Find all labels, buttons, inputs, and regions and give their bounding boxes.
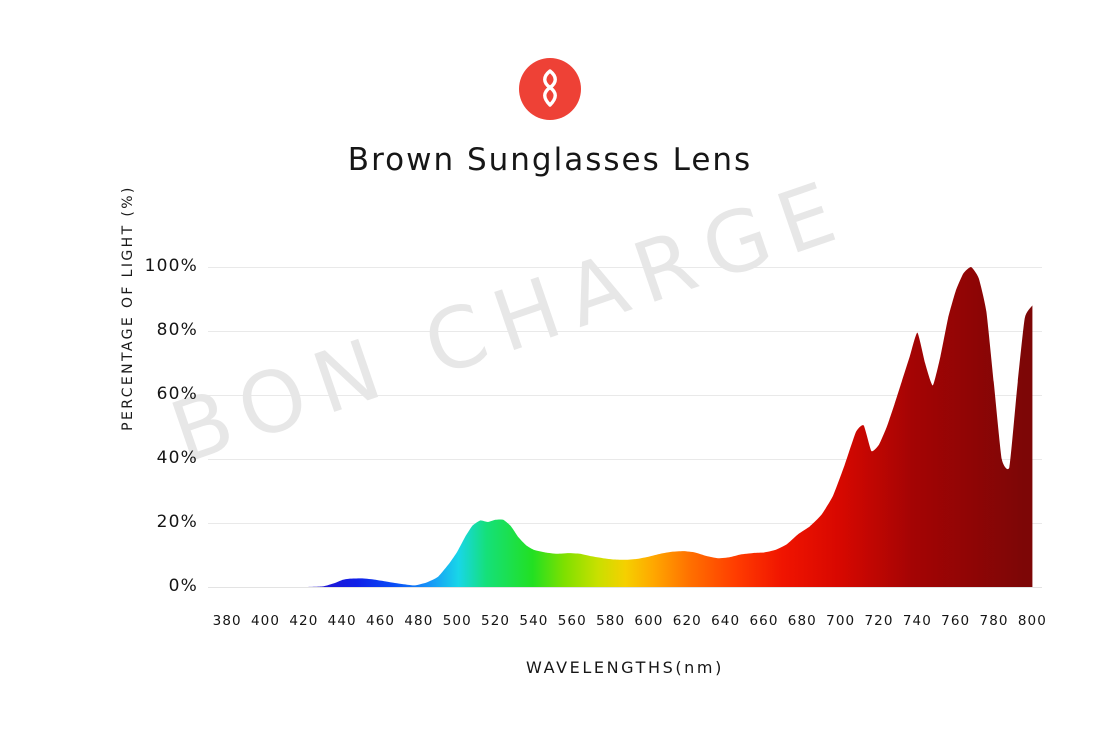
- x-tick-label: 440: [327, 613, 357, 629]
- y-tick-label: 0%: [168, 576, 198, 596]
- x-tick-label: 620: [672, 613, 702, 629]
- x-tick-label: 520: [481, 613, 511, 629]
- x-tick-label: 780: [979, 613, 1009, 629]
- y-axis-ticks: 0% 20% 40% 60% 80% 100%: [128, 251, 198, 596]
- x-tick-label: 540: [519, 613, 549, 629]
- x-tick-label: 700: [826, 613, 856, 629]
- x-tick-label: 480: [404, 613, 434, 629]
- x-tick-label: 420: [289, 613, 319, 629]
- x-tick-label: 560: [557, 613, 587, 629]
- spectrum-area-chart: [227, 266, 1033, 588]
- brand-logo: [0, 58, 1100, 120]
- y-tick-label: 60%: [156, 384, 198, 404]
- gridline-0: [208, 587, 1042, 588]
- x-tick-label: 760: [941, 613, 971, 629]
- page-title: Brown Sunglasses Lens: [347, 142, 753, 178]
- gridline-60: [208, 395, 1042, 396]
- x-tick-label: 500: [442, 613, 472, 629]
- y-tick-label: 20%: [156, 512, 198, 532]
- y-tick-label: 80%: [156, 320, 198, 340]
- x-tick-label: 720: [864, 613, 894, 629]
- x-tick-label: 800: [1017, 613, 1047, 629]
- bon-charge-knot-icon: [543, 69, 557, 107]
- x-tick-label: 680: [787, 613, 817, 629]
- x-tick-label: 380: [212, 613, 242, 629]
- transmission-area: [227, 266, 1033, 588]
- y-tick-label: 100%: [144, 256, 198, 276]
- x-tick-label: 660: [749, 613, 779, 629]
- x-tick-label: 740: [902, 613, 932, 629]
- x-tick-label: 460: [366, 613, 396, 629]
- gridline-80: [208, 331, 1042, 332]
- logo-badge-circle: [519, 58, 581, 120]
- gridline-100: [208, 267, 1042, 268]
- gridline-40: [208, 459, 1042, 460]
- x-axis-title: WAVELENGTHS(nm): [526, 658, 724, 677]
- x-tick-label: 580: [596, 613, 626, 629]
- gridline-20: [208, 523, 1042, 524]
- x-tick-label: 400: [250, 613, 281, 629]
- x-tick-label: 600: [634, 613, 664, 629]
- plot-gridlines: [208, 251, 1042, 588]
- x-axis-ticks: 380 400 420 440 460 480 500 520 540 560 580 600 620 6…: [208, 613, 1046, 635]
- y-tick-label: 40%: [156, 448, 198, 468]
- x-tick-label: 640: [711, 613, 741, 629]
